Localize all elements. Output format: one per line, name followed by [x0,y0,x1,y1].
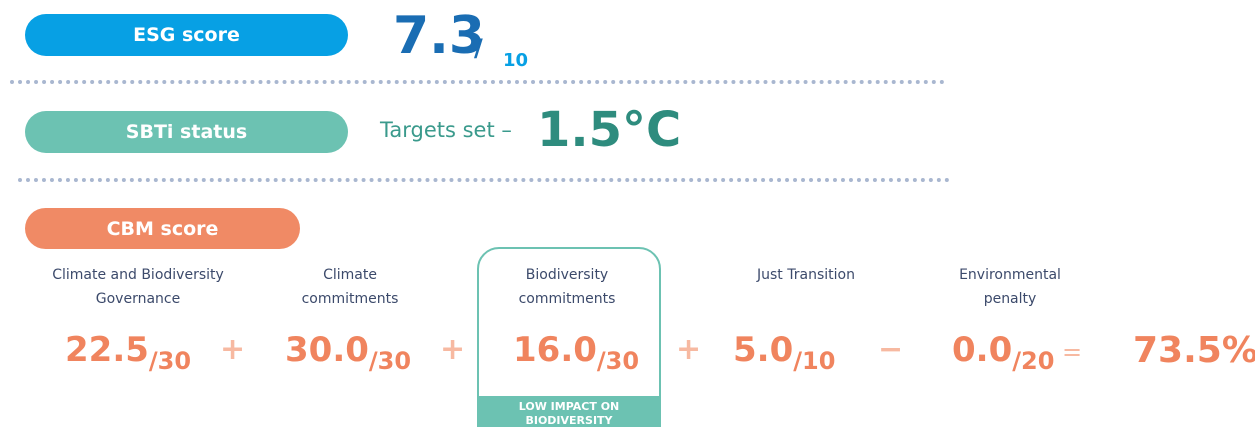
sbti-label: SBTi status [125,121,248,143]
component-name: Just Transition [686,263,926,287]
score-value: 5.0 [733,330,794,370]
cbm-pill: CBM score [25,208,300,249]
badge: LOW IMPACT ON BIODIVERSITY [477,396,661,427]
component-score: 16.0/30 [513,330,639,375]
name-line: Climate and Biodiversity [52,267,224,283]
divider [18,178,950,182]
score-value: 16.0 [513,330,597,370]
score-max: /30 [368,347,412,375]
score-max: /10 [793,347,836,375]
component-score: 5.0/10 [733,330,835,375]
score-max: /30 [596,347,640,375]
operator: − [878,332,904,367]
cbm-label: CBM score [106,217,219,240]
score-max: /20 [1012,347,1055,375]
name-line: penalty [983,291,1037,307]
name-line: Just Transition [757,267,855,283]
score-value: 22.5 [65,330,149,370]
divider [10,80,945,84]
name-line: commitments [301,291,399,307]
sbti-text: Targets set – [380,118,512,142]
name-line: Climate [323,267,377,283]
esg-score: 7.3 [393,6,486,66]
operator: + [676,332,702,367]
esg-label: ESG score [133,24,240,46]
name-line: commitments [518,291,616,307]
cbm-total: 73.5% [1133,330,1255,371]
score-max: /30 [148,347,192,375]
name-line: Biodiversity [525,267,609,283]
component-score: 22.5/30 [65,330,191,375]
score-value: 30.0 [285,330,369,370]
component-score: 0.0/20 [952,330,1054,375]
name-line: Governance [95,291,181,307]
component-score: 30.0/30 [285,330,411,375]
esg-slash: / [474,34,483,62]
operator: = [1062,338,1083,366]
sbti-pill: SBTi status [25,111,348,153]
operator: + [220,332,246,367]
name-line: Environmental [959,267,1061,283]
sbti-value: 1.5°C [537,102,682,158]
highlight-box [477,247,661,427]
badge-line: LOW IMPACT ON [518,400,620,413]
component-name: Climate commitments [230,263,470,311]
operator: + [440,332,466,367]
esg-max: 10 [503,50,529,71]
component-name: Biodiversity commitments [447,263,687,311]
component-name: Climate and Biodiversity Governance [18,263,258,311]
badge-line: BIODIVERSITY [525,414,613,427]
component-name: Environmental penalty [890,263,1130,311]
score-value: 0.0 [952,330,1013,370]
esg-pill: ESG score [25,14,348,56]
